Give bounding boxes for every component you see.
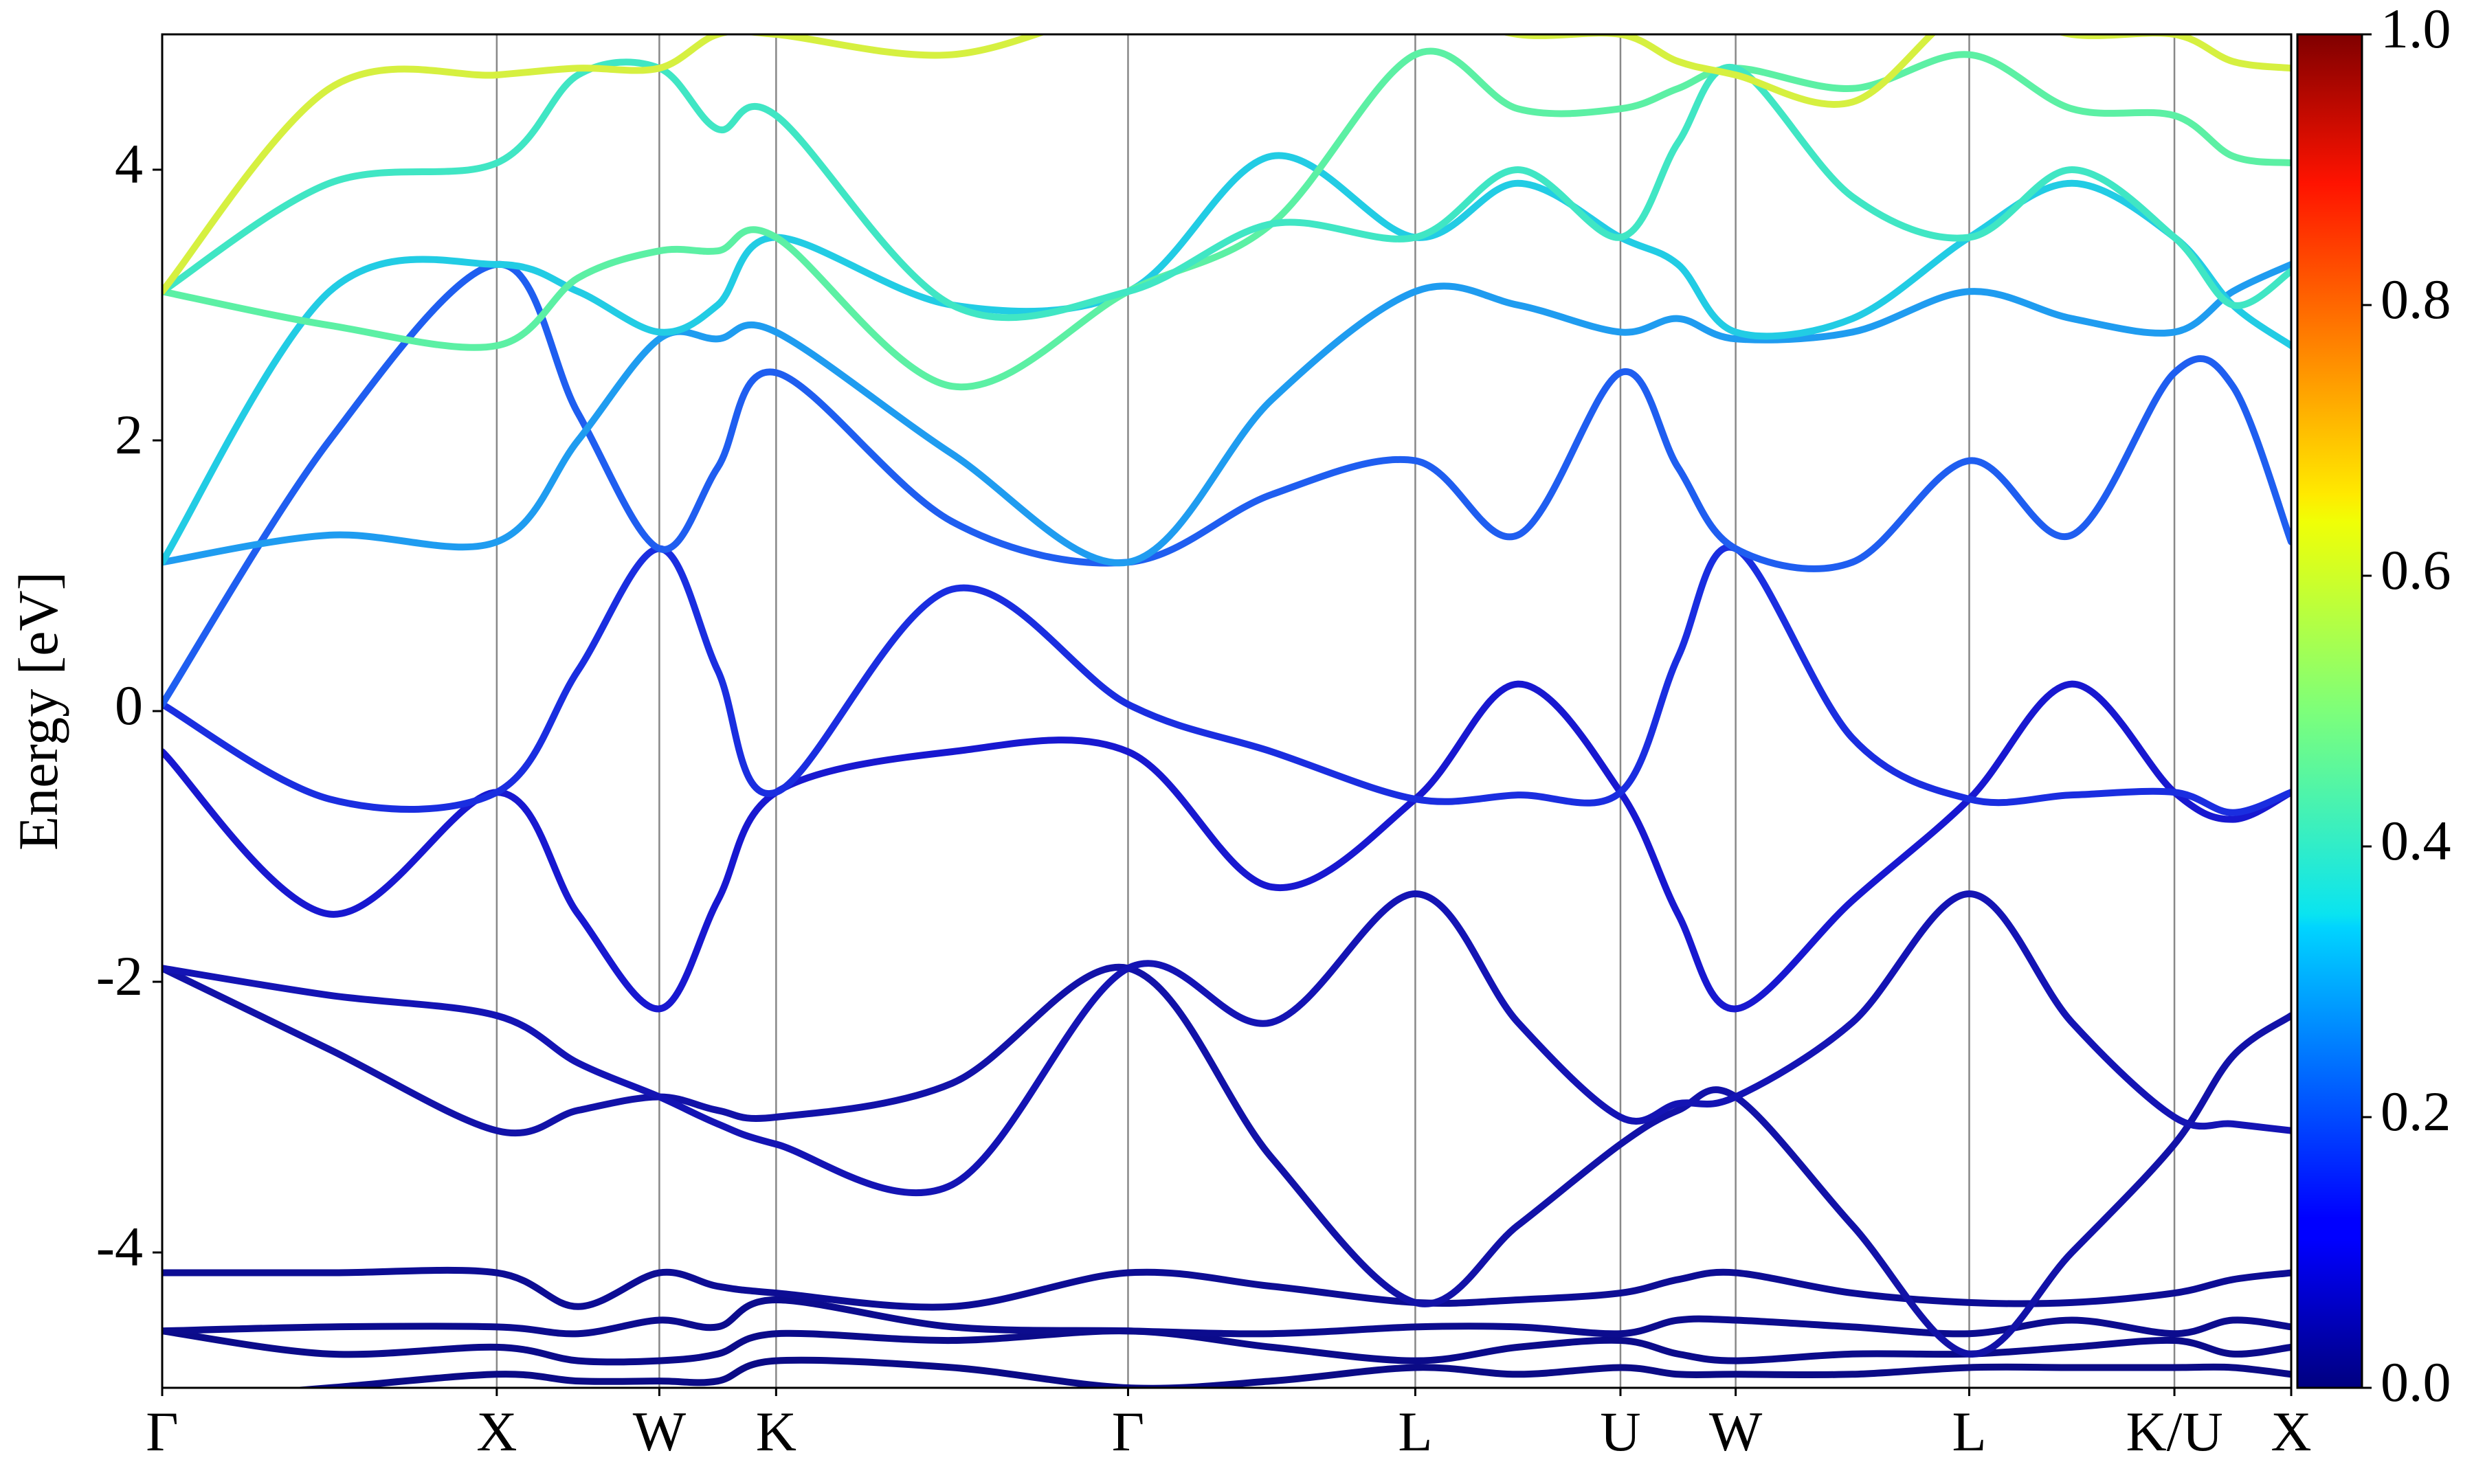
band-line [162,260,2291,567]
band-line [162,152,2291,566]
y-axis-label: Energy [eV] [7,572,69,851]
band-line [162,1327,2291,1366]
x-tick-label: W [633,1400,687,1463]
band-line [162,963,2291,1358]
y-tick-label: 2 [115,403,143,466]
band-line [162,890,2291,1196]
x-tick-label: L [1952,1400,1986,1463]
colorbar [2296,33,2363,1389]
x-tick-label: Γ [1112,1400,1144,1463]
colorbar-tick-label: 0.4 [2381,809,2451,872]
x-tick-label: U [1600,1400,1640,1463]
x-tick-label: Γ [146,1400,178,1463]
band-line [162,680,2291,1013]
band-line [162,34,2291,295]
band-line [162,47,2291,391]
x-tick-label: W [1709,1400,1763,1463]
band-line [287,1356,2291,1388]
band-line [162,58,2291,322]
band-line [162,1266,2291,1311]
colorbar-tick-label: 1.0 [2381,0,2451,60]
band-line [162,1296,2291,1338]
colorbar-tick-label: 0.6 [2381,539,2451,601]
y-tick-label: -2 [96,945,143,1007]
x-tick-label: X [2271,1400,2311,1463]
colorbar-tick-label: 0.8 [2381,268,2451,330]
y-tick-label: 0 [115,674,143,737]
x-tick-label: K [756,1400,796,1463]
y-tick-label: -4 [96,1215,143,1278]
colorbar-tick-label: 0.0 [2381,1351,2451,1413]
bands [162,34,2291,1388]
labels: Γ X W K Γ L U W L K/U X -4 -2 0 2 4 0.0 0.2 0.4 0.6 0.8 1.0 [96,0,2451,1463]
x-tick-label: X [476,1400,517,1463]
y-tick-label: 4 [115,133,143,195]
colorbar-tick-label: 0.2 [2381,1080,2451,1143]
x-tick-label: K/U [2126,1400,2222,1463]
band-line [162,260,2291,708]
x-tick-label: L [1398,1400,1432,1463]
band-line [162,543,2291,816]
